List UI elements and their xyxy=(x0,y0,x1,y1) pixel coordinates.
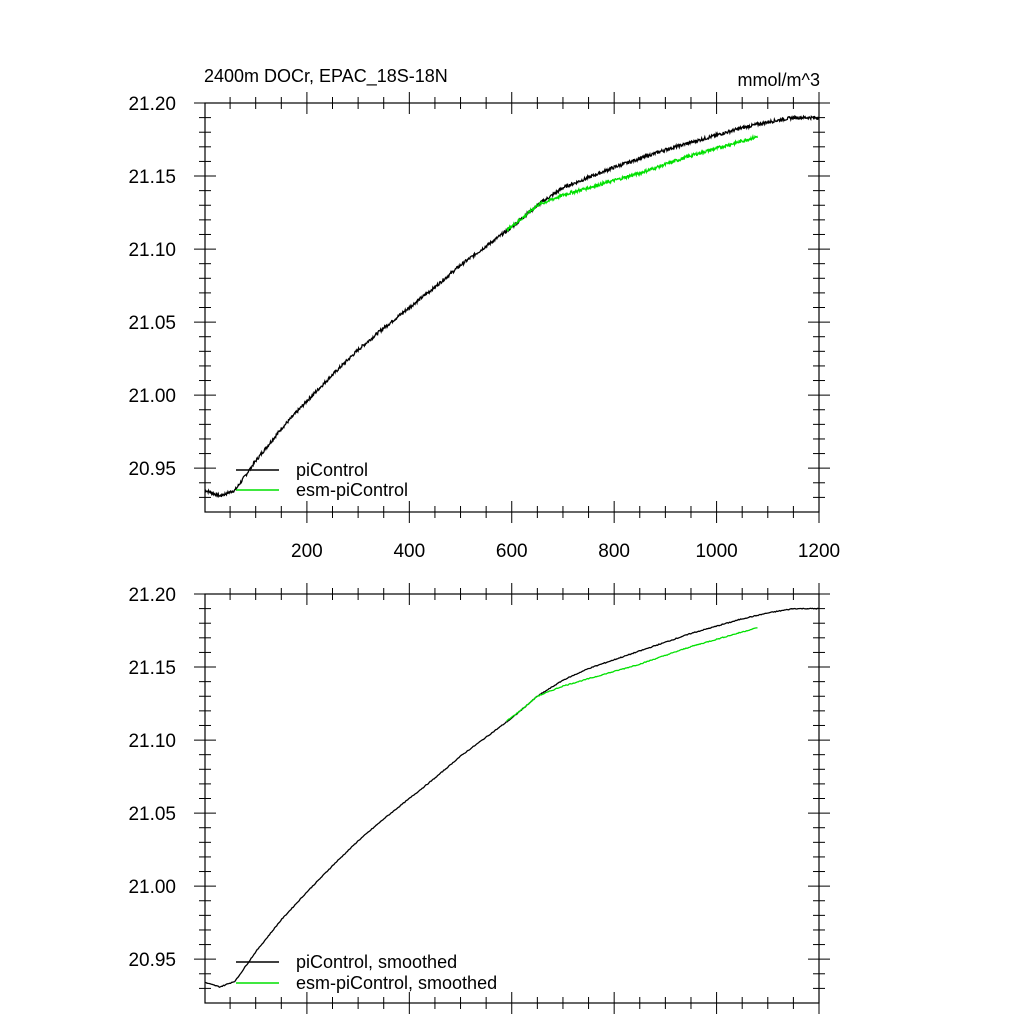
y-tick-label: 21.20 xyxy=(128,94,176,115)
top-panel-x-tick-labels: 200 400 600 800 1000 1200 xyxy=(291,541,840,562)
series-line-esm-picontrol xyxy=(506,133,759,232)
series-line-picontrol xyxy=(204,114,820,498)
x-tick-label: 1200 xyxy=(798,541,840,562)
chart-title: 2400m DOCr, EPAC_18S-18N xyxy=(204,66,448,87)
legend-label-picontrol-smoothed: piControl, smoothed xyxy=(296,952,457,972)
bottom-panel-frame xyxy=(204,593,820,1004)
y-tick-label: 21.00 xyxy=(128,386,176,407)
legend-label-esm-picontrol: esm-piControl xyxy=(296,480,408,500)
bottom-panel-ticks xyxy=(194,583,830,1014)
top-panel-frame xyxy=(204,102,820,513)
y-tick-label: 21.10 xyxy=(128,240,176,261)
top-legend: piControl esm-piControl xyxy=(236,460,408,500)
y-tick-label: 21.20 xyxy=(128,585,176,606)
y-tick-label: 20.95 xyxy=(128,950,176,971)
top-panel-y-tick-labels: 20.95 21.00 21.05 21.10 21.15 21.20 xyxy=(128,94,176,480)
x-tick-label: 600 xyxy=(496,541,528,562)
x-tick-label: 800 xyxy=(598,541,630,562)
y-tick-label: 21.10 xyxy=(128,731,176,752)
bottom-panel-series xyxy=(204,607,819,988)
x-tick-label: 200 xyxy=(291,541,323,562)
y-tick-label: 21.05 xyxy=(128,804,176,825)
y-tick-label: 21.15 xyxy=(128,167,176,188)
legend-label-esm-picontrol-smoothed: esm-piControl, smoothed xyxy=(296,973,497,993)
y-tick-label: 20.95 xyxy=(128,459,176,480)
y-tick-label: 21.05 xyxy=(128,313,176,334)
units-label: mmol/m^3 xyxy=(738,70,820,90)
legend-label-picontrol: piControl xyxy=(296,460,368,480)
top-panel-series xyxy=(204,114,820,498)
bottom-legend: piControl, smoothed esm-piControl, smoot… xyxy=(236,952,497,993)
x-tick-label: 1000 xyxy=(695,541,737,562)
x-tick-label: 400 xyxy=(393,541,425,562)
top-panel: 20.95 21.00 21.05 21.10 21.15 21.20 200 400 600… xyxy=(128,66,840,562)
y-tick-label: 21.00 xyxy=(128,877,176,898)
bottom-panel: 20.95 21.00 21.05 21.10 21.15 21.20 piControl… xyxy=(128,583,830,1014)
bottom-panel-y-tick-labels: 20.95 21.00 21.05 21.10 21.15 21.20 xyxy=(128,585,176,971)
series-line-esm-picontrol-smoothed xyxy=(506,627,758,722)
y-tick-label: 21.15 xyxy=(128,658,176,679)
series-line-picontrol-smoothed xyxy=(204,607,819,988)
top-panel-ticks xyxy=(194,92,830,523)
